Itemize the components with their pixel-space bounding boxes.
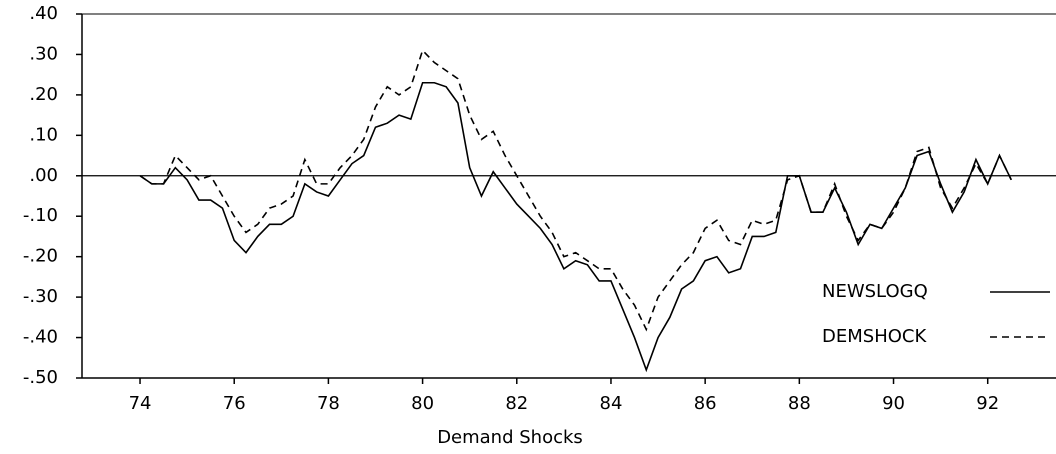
x-axis-label: Demand Shocks [437, 427, 583, 448]
y-tick-label: -.20 [23, 246, 58, 267]
x-tick-label: 74 [129, 393, 152, 414]
legend-label: NEWSLOGQ [822, 281, 928, 302]
y-tick-label: -.50 [23, 367, 58, 388]
y-tick-label: .40 [29, 3, 58, 24]
x-tick-label: 90 [882, 393, 905, 414]
y-tick-label: -.40 [23, 327, 58, 348]
legend-label: DEMSHOCK [822, 326, 927, 347]
y-tick-label: .20 [29, 84, 58, 105]
series-line [139, 48, 1012, 332]
y-tick-label: -.10 [23, 205, 58, 226]
y-tick-label: .30 [29, 43, 58, 64]
y-tick-label: -.30 [23, 286, 58, 307]
x-tick-label: 82 [505, 393, 528, 414]
x-tick-label: 84 [600, 393, 623, 414]
x-tick-label: 86 [694, 393, 717, 414]
x-tick-label: 78 [317, 393, 340, 414]
x-tick-label: 88 [788, 393, 811, 414]
x-tick-label: 76 [223, 393, 246, 414]
x-tick-label: 92 [976, 393, 999, 414]
x-tick-label: 80 [411, 393, 434, 414]
y-tick-label: .10 [29, 124, 58, 145]
y-tick-label: .00 [29, 165, 58, 186]
